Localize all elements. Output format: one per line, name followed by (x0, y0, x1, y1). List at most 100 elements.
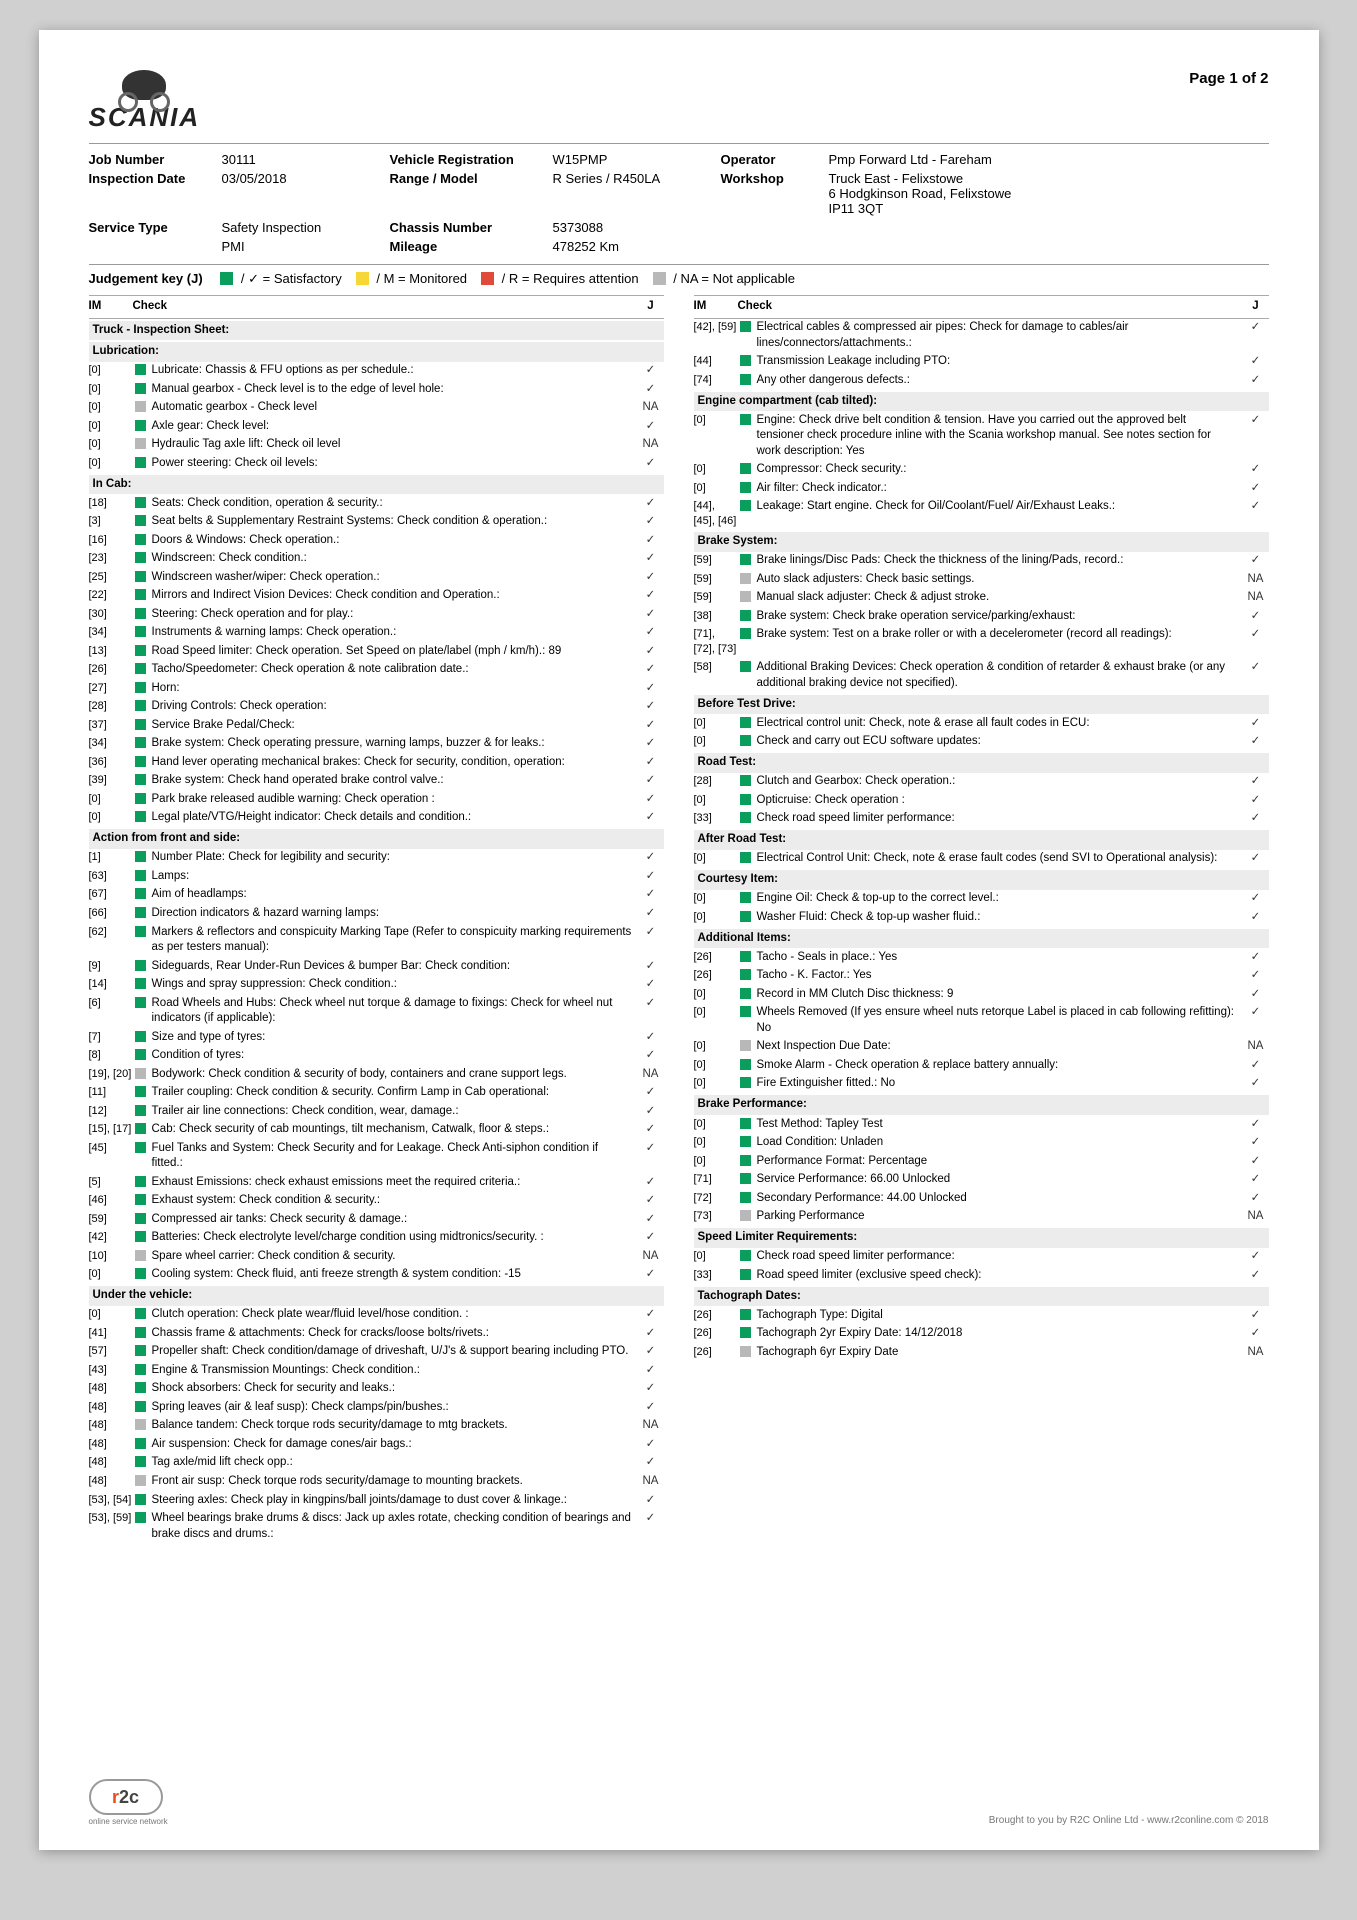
status-swatch-icon (740, 892, 751, 903)
status-swatch-icon (740, 321, 751, 332)
header: SCANIA Page 1 of 2 (89, 70, 1269, 133)
im-code: [7] (89, 1030, 133, 1045)
status-swatch-icon (135, 1438, 146, 1449)
status-swatch-icon (740, 610, 751, 621)
check-text: Lamps: (152, 869, 638, 885)
status-swatch-icon (740, 1346, 751, 1357)
check-row: [48]Tag axle/mid lift check opp.:✓ (89, 1454, 664, 1473)
im-code: [0] (694, 462, 738, 477)
check-text: Load Condition: Unladen (757, 1135, 1243, 1151)
check-text: Smoke Alarm - Check operation & replace … (757, 1058, 1243, 1074)
check-row: [71]Service Performance: 66.00 Unlocked✓ (694, 1171, 1269, 1190)
status-swatch-icon (740, 573, 751, 584)
status-swatch-icon (135, 515, 146, 526)
im-code: [0] (89, 810, 133, 825)
judgement-value: ✓ (638, 699, 664, 715)
check-row: [0]Electrical control unit: Check, note … (694, 714, 1269, 733)
check-text: Trailer coupling: Check condition & secu… (152, 1085, 638, 1101)
check-text: Washer Fluid: Check & top-up washer flui… (757, 910, 1243, 926)
im-code: [28] (694, 774, 738, 789)
status-swatch-icon (135, 1213, 146, 1224)
status-swatch-icon (135, 870, 146, 881)
im-code: [0] (89, 456, 133, 471)
judgement-value: ✓ (1243, 774, 1269, 790)
judgement-value: NA (638, 437, 664, 453)
status-swatch-icon (740, 1269, 751, 1280)
judgement-value: ✓ (638, 1267, 664, 1283)
section-header: Truck - Inspection Sheet: (89, 321, 664, 341)
check-row: [26]Tachograph 6yr Expiry DateNA (694, 1343, 1269, 1362)
status-swatch-icon (740, 500, 751, 511)
check-text: Air suspension: Check for damage cones/a… (152, 1437, 638, 1453)
im-code: [3] (89, 514, 133, 529)
check-row: [44], [45], [46]Leakage: Start engine. C… (694, 498, 1269, 531)
judgement-value: ✓ (638, 773, 664, 789)
check-text: Brake system: Check hand operated brake … (152, 773, 638, 789)
check-row: [33]Check road speed limiter performance… (694, 810, 1269, 829)
status-swatch-icon (135, 1176, 146, 1187)
im-code: [59] (694, 590, 738, 605)
check-row: [48]Air suspension: Check for damage con… (89, 1435, 664, 1454)
judgement-value: ✓ (1243, 553, 1269, 569)
status-swatch-icon (135, 364, 146, 375)
judgement-key: Judgement key (J) / ✓ = Satisfactory / M… (89, 264, 1269, 287)
status-swatch-icon (135, 737, 146, 748)
check-text: Electrical cables & compressed air pipes… (757, 320, 1243, 351)
check-text: Parking Performance (757, 1209, 1243, 1225)
judgement-value: ✓ (1243, 354, 1269, 370)
brand-name: SCANIA (89, 102, 201, 133)
judgement-value: ✓ (1243, 851, 1269, 867)
im-code: [0] (694, 891, 738, 906)
check-text: Compressor: Check security.: (757, 462, 1243, 478)
check-row: [3]Seat belts & Supplementary Restraint … (89, 513, 664, 532)
im-code: [8] (89, 1048, 133, 1063)
status-swatch-icon (135, 1456, 146, 1467)
check-text: Doors & Windows: Check operation.: (152, 533, 638, 549)
section-header: Before Test Drive: (694, 695, 1269, 715)
status-swatch-icon (740, 1006, 751, 1017)
im-code: [0] (694, 413, 738, 428)
status-swatch-icon (135, 1123, 146, 1134)
status-swatch-icon (740, 951, 751, 962)
status-swatch-icon (135, 960, 146, 971)
check-text: Tachograph 2yr Expiry Date: 14/12/2018 (757, 1326, 1243, 1342)
check-row: [30]Steering: Check operation and for pl… (89, 605, 664, 624)
status-swatch-icon (740, 969, 751, 980)
status-swatch-icon (740, 1118, 751, 1129)
check-row: [34]Brake system: Check operating pressu… (89, 735, 664, 754)
page-number: Page 1 of 2 (1189, 70, 1268, 87)
section-header: Courtesy Item: (694, 870, 1269, 890)
r2c-tagline: online service network (89, 1817, 168, 1826)
judgement-value: ✓ (638, 850, 664, 866)
left-column: IM Check J Truck - Inspection Sheet:Lubr… (89, 295, 664, 1544)
status-swatch-icon (740, 775, 751, 786)
section-header: After Road Test: (694, 830, 1269, 850)
meta-value: Safety Inspection (222, 220, 372, 235)
status-swatch-icon (135, 1419, 146, 1430)
judgement-value: ✓ (638, 607, 664, 623)
check-row: [0]Check road speed limiter performance:… (694, 1248, 1269, 1267)
im-code: [33] (694, 811, 738, 826)
section-header: Action from front and side: (89, 829, 664, 849)
check-row: [0]Hydraulic Tag axle lift: Check oil le… (89, 436, 664, 455)
check-row: [0]Legal plate/VTG/Height indicator: Che… (89, 809, 664, 828)
judgement-value: ✓ (638, 1122, 664, 1138)
im-code: [53], [54] (89, 1493, 133, 1508)
im-code: [0] (694, 716, 738, 731)
check-text: Windscreen washer/wiper: Check operation… (152, 570, 638, 586)
status-swatch-icon (740, 717, 751, 728)
check-text: Transmission Leakage including PTO: (757, 354, 1243, 370)
scania-griffin-icon (122, 70, 166, 100)
check-text: Auto slack adjusters: Check basic settin… (757, 572, 1243, 588)
section-header: In Cab: (89, 475, 664, 495)
im-code: [43] (89, 1363, 133, 1378)
header-check: Check (133, 299, 638, 315)
im-code: [71], [72], [73] (694, 627, 738, 657)
check-text: Opticruise: Check operation : (757, 793, 1243, 809)
im-code: [44], [45], [46] (694, 499, 738, 529)
header-j: J (638, 299, 664, 315)
divider (89, 143, 1269, 144)
status-swatch-icon (740, 591, 751, 602)
status-swatch-icon (135, 608, 146, 619)
status-swatch-icon (740, 374, 751, 385)
